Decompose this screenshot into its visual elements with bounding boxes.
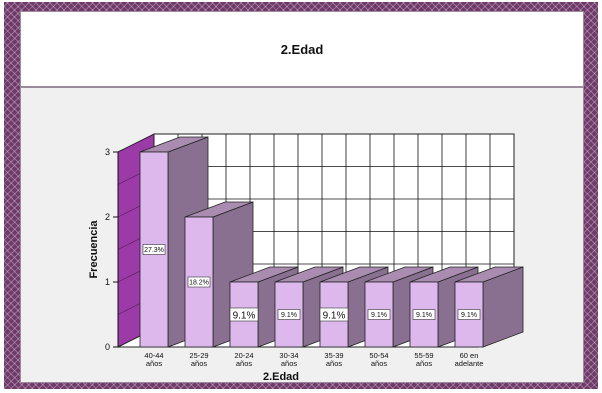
y-axis-label: Frecuencia [88,220,100,279]
data-label-box [412,309,436,320]
x-tick-label: 30-34 [279,351,298,360]
x-tick-label: años [191,359,208,368]
data-label: 9.1% [323,311,346,322]
x-tick-label: años [371,359,388,368]
y-tick-label: 0 [105,342,110,352]
x-tick-label: 55-59 [414,351,433,360]
data-label-box [457,309,481,320]
x-tick-label: adelante [455,359,484,368]
x-axis-label: 2.Edad [263,371,299,383]
x-tick-label: años [146,359,163,368]
data-label-box [367,309,391,320]
title-panel: 2.Edad [20,11,584,87]
x-tick-label: años [326,359,343,368]
x-tick-label: años [416,359,433,368]
bar-chart: 012327.3%40-44años18.2%25-29años9.1%20-2… [88,133,524,383]
data-label-box [142,244,166,255]
data-label: 9.1% [461,312,477,319]
x-tick-label: 50-54 [369,351,388,360]
data-label: 9.1% [233,311,256,322]
y-tick-label: 3 [105,147,110,157]
x-tick-label: 60 en [460,351,479,360]
data-label-box [229,307,259,322]
data-label: 9.1% [281,312,297,319]
data-label-box [277,309,301,320]
data-label: 18.2% [189,280,209,287]
x-tick-label: 20-24 [234,351,253,360]
x-tick-label: 35-39 [324,351,343,360]
data-label-box [187,276,211,288]
data-label: 9.1% [371,312,387,319]
plot-panel: 0 1 2 3 27.3% 40-44 años 18.2% 25-29 años 9.1% 20-2… [20,87,584,383]
x-tick-label: 25-29 [189,351,208,360]
data-label-box [319,307,349,322]
chart-title: 2.Edad [280,41,324,57]
chart-frame: 2.Edad 0 1 2 3 27.3% 40-44 años 18.2% 25-29 años 9… [4,2,598,389]
x-tick-label: 40-44 [144,351,163,360]
y-tick-label: 1 [105,277,110,287]
x-tick-label: años [281,359,298,368]
y-tick-label: 2 [105,212,110,222]
data-label: 27.3% [144,247,164,254]
x-tick-label: años [236,359,253,368]
data-label: 9.1% [416,312,432,319]
